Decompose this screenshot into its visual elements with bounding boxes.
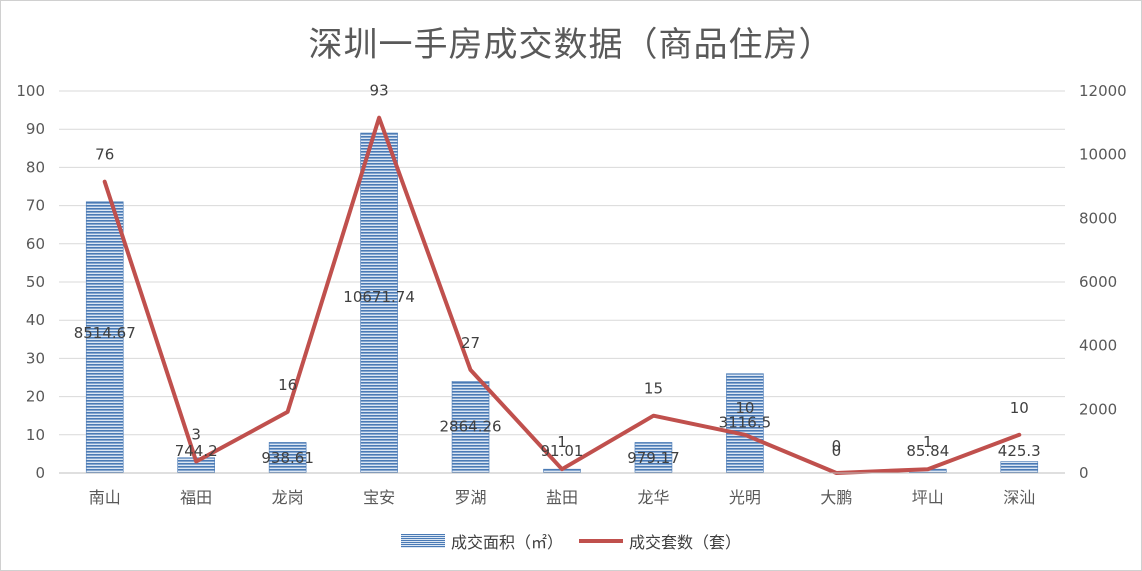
right-axis-tick-label: 4000	[1079, 337, 1117, 355]
legend-label-units: 成交套数（套）	[629, 533, 742, 552]
line-data-label: 1	[557, 433, 567, 451]
x-axis-tick-label: 盐田	[546, 488, 578, 507]
left-axis-tick-label: 90	[26, 120, 45, 138]
bar-data-label: 91.01	[541, 442, 584, 460]
line-data-label: 15	[644, 380, 663, 398]
left-axis-tick-label: 30	[26, 349, 45, 367]
bar-data-label: 10671.74	[343, 288, 415, 306]
x-axis-tick-label: 大鹏	[820, 488, 852, 507]
series-line	[102, 115, 1022, 475]
right-axis-tick-label: 10000	[1079, 146, 1127, 164]
legend-swatch-line	[579, 539, 623, 543]
left-axis-tick-label: 40	[26, 311, 45, 329]
left-axis-tick-label: 60	[26, 235, 45, 253]
line-data-label: 93	[370, 82, 389, 100]
x-axis-tick-label: 罗湖	[455, 488, 487, 507]
legend-swatch-bar	[400, 534, 445, 548]
bar-data-label: 425.3	[998, 442, 1041, 460]
line-data-label: 10	[735, 399, 754, 417]
legend-item-area: 成交面积（㎡）	[400, 529, 563, 553]
right-axis-tick-label: 6000	[1079, 273, 1117, 291]
line-point	[926, 467, 930, 471]
right-axis-tick-label: 12000	[1079, 82, 1127, 100]
bar-data-label: 8514.67	[74, 324, 136, 342]
bar	[85, 201, 124, 474]
line-data-label: 16	[278, 376, 297, 394]
x-axis-tick-label: 深汕	[1003, 488, 1035, 507]
line-point	[1017, 433, 1021, 437]
bar-data-label: 0	[832, 442, 842, 460]
right-axis-tick-label: 8000	[1079, 209, 1117, 227]
line-point	[469, 368, 473, 372]
bar	[634, 442, 673, 474]
bar-data-label: 979.17	[627, 449, 680, 467]
right-axis-tick-label: 2000	[1079, 400, 1117, 418]
bar-data-label: 3116.5	[719, 413, 772, 431]
x-axis-tick-label: 福田	[180, 488, 212, 507]
bar	[451, 381, 490, 474]
bar	[726, 373, 764, 474]
line-point	[194, 460, 198, 464]
line-point	[103, 180, 107, 184]
x-axis-tick-label: 南山	[89, 488, 121, 507]
left-axis-tick-label: 100	[16, 82, 45, 100]
left-axis-tick-label: 50	[26, 273, 45, 291]
bar-data-label: 938.61	[261, 449, 314, 467]
line-point	[743, 433, 747, 437]
x-axis-tick-label: 光明	[729, 488, 761, 507]
line-point	[560, 467, 564, 471]
line-data-label: 1	[923, 433, 933, 451]
line-data-label: 10	[1010, 399, 1029, 417]
chart-title: 深圳一手房成交数据（商品住房）	[308, 25, 834, 65]
bar	[1000, 461, 1039, 474]
x-axis-tick-label: 坪山	[912, 488, 944, 507]
legend-item-units: 成交套数（套）	[579, 529, 741, 553]
bar-data-label: 2864.26	[440, 417, 502, 435]
legend: 成交面积（㎡） 成交套数（套）	[1, 529, 1141, 553]
x-axis-tick-label: 龙华	[637, 488, 669, 507]
bar-data-label: 85.84	[906, 442, 949, 460]
line-point	[651, 414, 655, 418]
line-point	[286, 410, 290, 414]
line-data-label: 27	[461, 334, 480, 352]
x-axis-tick-label: 宝安	[363, 488, 395, 507]
line-data-label: 0	[832, 437, 842, 455]
bar-data-label: 744.2	[175, 442, 218, 460]
line-data-label: 76	[95, 146, 114, 164]
right-axis-tick-label: 0	[1079, 464, 1089, 482]
left-axis-tick-label: 80	[26, 158, 45, 176]
legend-label-area: 成交面积（㎡）	[450, 533, 563, 552]
left-axis-tick-label: 70	[26, 197, 45, 215]
line-data-label: 3	[191, 426, 201, 444]
left-axis-tick-label: 0	[35, 464, 45, 482]
line-point	[377, 116, 381, 120]
x-axis-tick-label: 龙岗	[272, 488, 304, 507]
left-axis-tick-label: 20	[26, 388, 45, 406]
left-axis-tick-label: 10	[26, 426, 45, 444]
